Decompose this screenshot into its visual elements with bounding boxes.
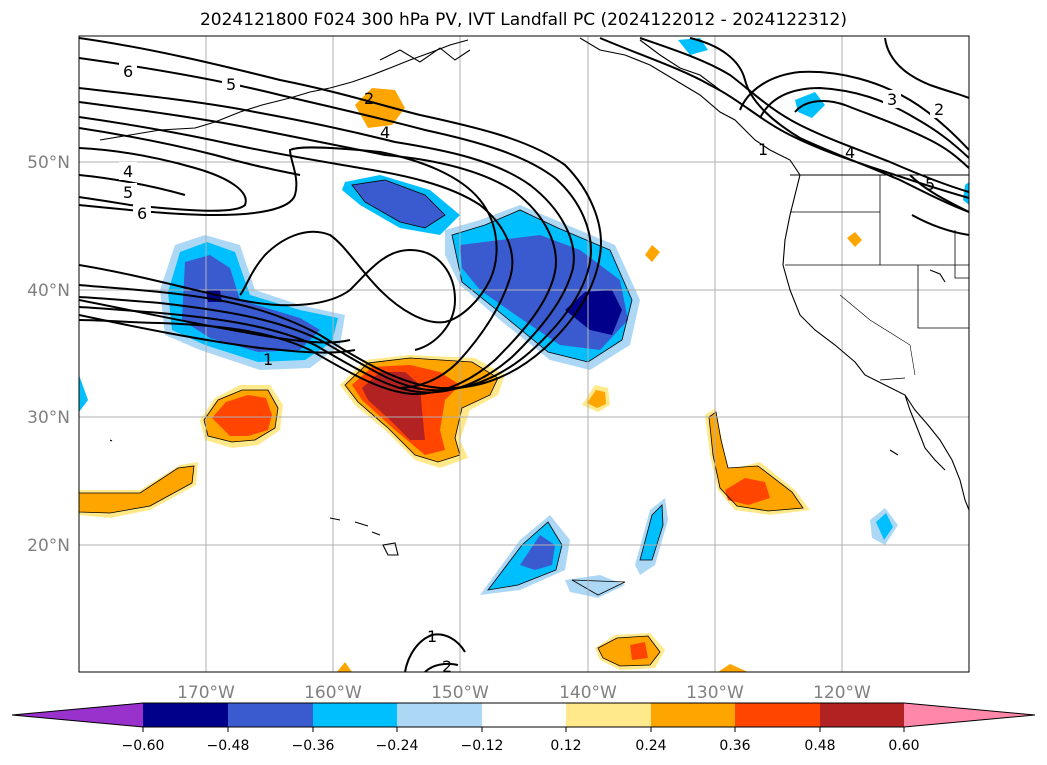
colorbar-tick-label: 0.36	[719, 738, 750, 754]
colorbar-extend-max	[904, 703, 1035, 727]
colorbar-bin	[735, 703, 820, 727]
colorbar-bin	[228, 703, 313, 727]
contour-label: 4	[845, 143, 855, 162]
colorbar-bin	[651, 703, 735, 727]
colorbar-tick-label: 0.24	[635, 738, 666, 754]
gridlines	[79, 36, 969, 672]
contour-label: 3	[887, 90, 897, 109]
contour-label: 4	[123, 162, 133, 181]
colorbar-tick-label: 0.60	[888, 738, 919, 754]
lon-axis-labels: 170°W 160°W 150°W 140°W 130°W 120°W	[177, 683, 871, 703]
contour-label: 1	[263, 350, 273, 369]
lon-label: 120°W	[813, 683, 871, 703]
contour-label: 5	[123, 183, 133, 202]
map-area: 6 5 4 5 6 2 4 1 3 2 4 5 1 1 2	[79, 36, 969, 676]
contour-labels: 6 5 4 5 6 2 4 1 3 2 4 5 1 1 2	[119, 62, 948, 676]
colorbar-tick-label: −0.24	[376, 738, 419, 754]
contour-label: 4	[380, 123, 390, 142]
colorbar-tick-label: −0.36	[292, 738, 335, 754]
colorbar-bin	[397, 703, 482, 727]
colorbar-bin	[820, 703, 904, 727]
colorbar-bin	[313, 703, 397, 727]
colorbar-bin	[143, 703, 228, 727]
contour-label: 5	[925, 175, 935, 194]
positive-anomaly-fills	[79, 88, 862, 672]
colorbar: −0.60 −0.48 −0.36 −0.24 −0.12 0.12 0.24 …	[11, 702, 1036, 754]
contour-label: 2	[934, 100, 944, 119]
colorbar-tick-label: −0.48	[207, 738, 250, 754]
colorbar-tick-label: 0.12	[550, 738, 581, 754]
lon-label: 130°W	[686, 683, 744, 703]
colorbar-tick-label: −0.12	[461, 738, 504, 754]
colorbar-tick-label: 0.48	[804, 738, 835, 754]
colorbar-tick-label: −0.60	[122, 738, 165, 754]
map-title: 2024121800 F024 300 hPa PV, IVT Landfall…	[199, 10, 847, 30]
lon-label: 140°W	[559, 683, 617, 703]
lon-label: 170°W	[177, 683, 235, 703]
contour-label: 2	[364, 89, 374, 108]
colorbar-bin	[482, 703, 566, 727]
lat-label: 40°N	[27, 281, 70, 301]
lat-axis-labels: 50°N 40°N 30°N 20°N	[27, 153, 70, 556]
contour-label: 5	[226, 75, 236, 94]
contour-label: 1	[758, 140, 768, 159]
colorbar-bin	[566, 703, 651, 727]
contour-label: 6	[137, 204, 147, 223]
colorbar-extend-min	[12, 703, 143, 727]
lon-label: 150°W	[431, 683, 489, 703]
contour-label: 1	[427, 627, 437, 646]
lat-label: 50°N	[27, 153, 70, 173]
lon-label: 160°W	[304, 683, 362, 703]
map-frame	[78, 35, 970, 673]
pv-contours	[79, 37, 969, 672]
contour-label: 6	[123, 62, 133, 81]
lat-label: 30°N	[27, 408, 70, 428]
coastlines	[99, 37, 969, 556]
contour-label: 2	[442, 657, 452, 676]
lat-label: 20°N	[27, 536, 70, 556]
